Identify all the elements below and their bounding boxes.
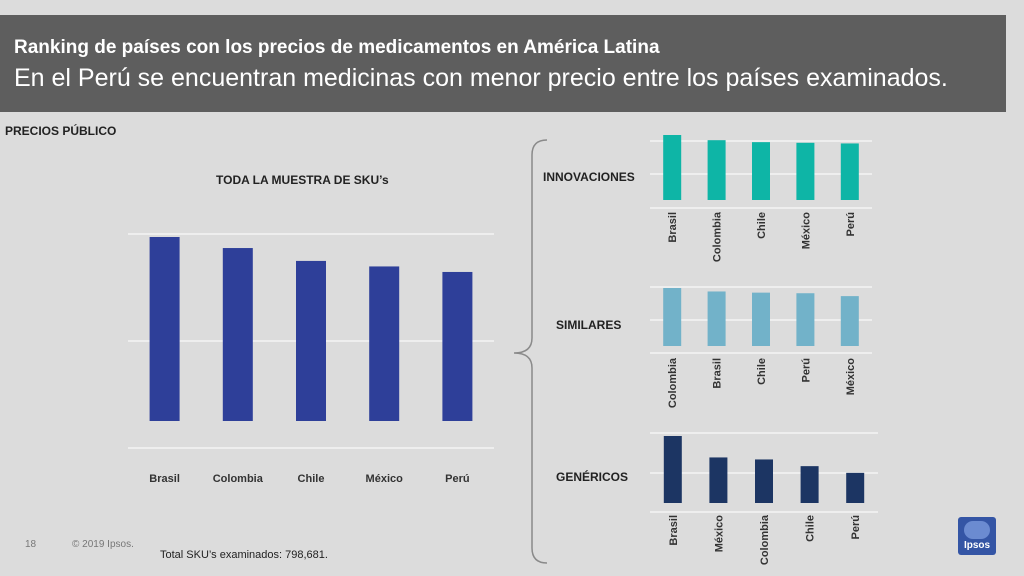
similares-bar-2 bbox=[752, 292, 770, 346]
innovaciones-bar-0 bbox=[663, 135, 682, 200]
similares-bar-4 bbox=[840, 296, 859, 346]
innovaciones-bar-4 bbox=[840, 143, 859, 200]
similares-tick-label-4: México bbox=[845, 358, 857, 396]
genericos-label: GENÉRICOS bbox=[556, 470, 629, 484]
header-subtitle: Ranking de países con los precios de med… bbox=[14, 37, 660, 58]
total-tick-label-0: Brasil bbox=[149, 473, 180, 485]
section-label: PRECIOS PÚBLICO bbox=[5, 124, 117, 138]
genericos-bar-2 bbox=[755, 459, 773, 503]
similares-bar-0 bbox=[663, 288, 682, 346]
header-banner: Ranking de países con los precios de med… bbox=[0, 15, 1006, 112]
bracket bbox=[513, 139, 548, 564]
innovaciones-tick-label-0: Brasil bbox=[667, 212, 679, 243]
similares-bar-3 bbox=[796, 293, 815, 346]
genericos-tick-label-2: Colombia bbox=[759, 514, 771, 565]
total-bar-4 bbox=[442, 271, 473, 421]
genericos-bar-1 bbox=[709, 457, 728, 503]
total-bar-1 bbox=[222, 248, 253, 421]
similares-tick-label-2: Chile bbox=[756, 358, 768, 385]
ipsos-logo: Ipsos bbox=[958, 517, 996, 555]
genericos-bar-4 bbox=[846, 472, 865, 503]
similares-tick-label-0: Colombia bbox=[667, 357, 679, 408]
total-bar-3 bbox=[369, 266, 400, 421]
total-tick-label-1: Colombia bbox=[213, 473, 264, 485]
header-title: En el Perú se encuentran medicinas con m… bbox=[14, 64, 948, 92]
similares-tick-label-3: Perú bbox=[800, 358, 812, 382]
main-chart-title: TODA LA MUESTRA DE SKU’s bbox=[216, 173, 389, 187]
similares-tick-label-1: Brasil bbox=[712, 358, 724, 389]
genericos-bar-3 bbox=[800, 466, 819, 503]
innovaciones-tick-label-1: Colombia bbox=[712, 211, 724, 262]
genericos-tick-label-3: Chile bbox=[805, 515, 817, 542]
innovaciones-tick-label-3: México bbox=[800, 212, 812, 250]
genericos-bar-0 bbox=[663, 436, 682, 503]
genericos-tick-label-1: México bbox=[713, 515, 725, 553]
innovaciones-bar-2 bbox=[752, 142, 770, 200]
logo-text: Ipsos bbox=[964, 540, 991, 551]
innovaciones-tick-label-2: Chile bbox=[756, 212, 768, 239]
total-bar-0 bbox=[149, 237, 180, 421]
innovaciones-bar-1 bbox=[707, 140, 726, 200]
total-tick-label-2: Chile bbox=[298, 473, 325, 485]
genericos-tick-label-4: Perú bbox=[850, 515, 862, 539]
innovaciones-label: INNOVACIONES bbox=[543, 170, 635, 184]
copyright: © 2019 Ipsos. bbox=[72, 539, 134, 550]
footer-note: Total SKU’s examinados: 798,681. bbox=[160, 549, 328, 561]
genericos-tick-label-0: Brasil bbox=[668, 515, 680, 546]
innovaciones-bar-3 bbox=[796, 142, 815, 200]
similares-label: SIMILARES bbox=[556, 318, 622, 332]
total-bar-2 bbox=[296, 260, 326, 421]
similares-bar-1 bbox=[707, 291, 726, 346]
page-number: 18 bbox=[25, 539, 37, 550]
total-tick-label-4: Perú bbox=[445, 473, 469, 485]
innovaciones-tick-label-4: Perú bbox=[845, 212, 857, 236]
total-tick-label-3: México bbox=[366, 473, 404, 485]
